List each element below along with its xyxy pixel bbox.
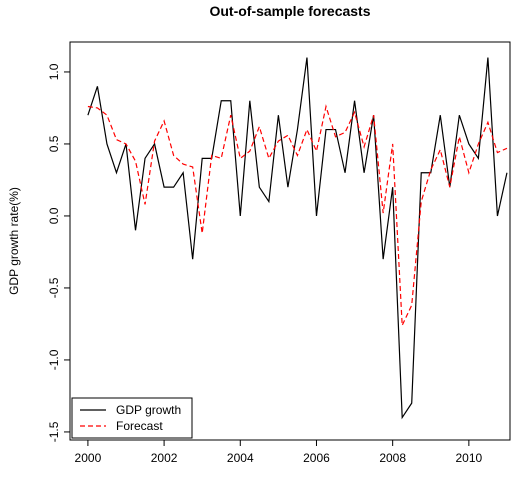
legend-box — [71, 397, 193, 439]
x-tick-label: 2002 — [151, 451, 178, 465]
legend-label: Forecast — [116, 419, 163, 433]
y-tick-label: 0.5 — [47, 135, 61, 152]
series-line — [87, 57, 508, 420]
y-tick-label: -1.0 — [47, 349, 61, 370]
y-tick-label: 0.0 — [47, 207, 61, 224]
legend-label: GDP growth — [116, 403, 181, 417]
series-line — [87, 104, 508, 326]
y-tick-label: 1.0 — [47, 63, 61, 80]
x-tick-label: 2006 — [303, 451, 330, 465]
x-tick-label: 2004 — [227, 451, 254, 465]
x-tick-label: 2010 — [456, 451, 483, 465]
chart-title: Out-of-sample forecasts — [209, 3, 370, 19]
x-tick-label: 2008 — [379, 451, 406, 465]
y-tick-label: -1.5 — [47, 421, 61, 442]
x-tick-label: 2000 — [75, 451, 102, 465]
y-axis-label: GDP growth rate(%) — [7, 187, 21, 295]
plot-frame — [69, 41, 511, 441]
y-tick-label: -0.5 — [47, 277, 61, 298]
